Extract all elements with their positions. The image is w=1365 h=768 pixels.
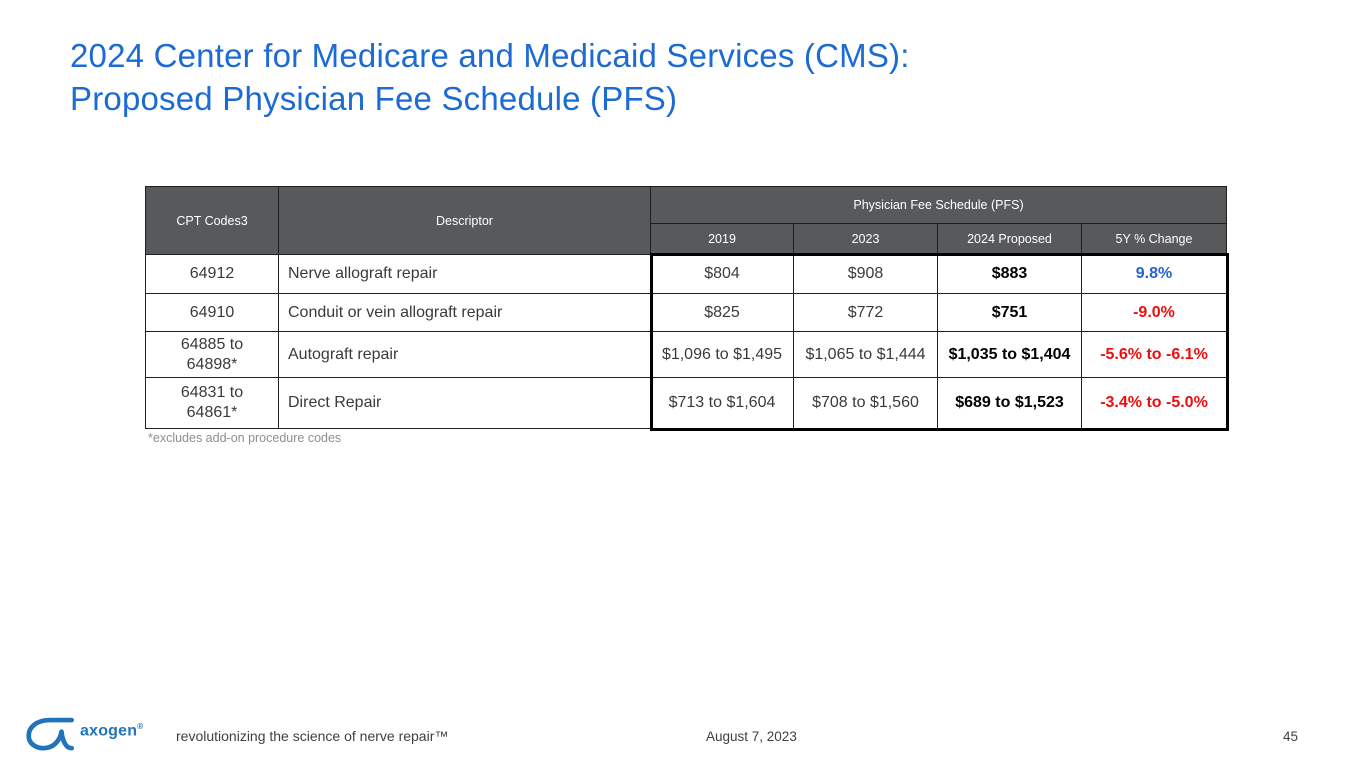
column-group-header-pfs: Physician Fee Schedule (PFS) (651, 187, 1226, 223)
fee-2024-proposed-cell: $689 to $1,523 (938, 378, 1081, 428)
column-header-descriptor: Descriptor (279, 187, 650, 254)
registered-mark: ® (137, 721, 144, 731)
cpt-code-cell: 64885 to 64898* (146, 332, 278, 377)
fee-2023-cell: $708 to $1,560 (794, 378, 937, 428)
descriptor-cell: Nerve allograft repair (279, 255, 650, 293)
footer-tagline: revolutionizing the science of nerve rep… (176, 728, 449, 744)
fee-2019-cell: $804 (651, 255, 793, 293)
axogen-alpha-icon (26, 717, 74, 751)
fee-2019-cell: $1,096 to $1,495 (651, 332, 793, 377)
five-year-change-cell: -9.0% (1082, 294, 1226, 331)
fee-2023-cell: $908 (794, 255, 937, 293)
fee-2019-cell: $825 (651, 294, 793, 331)
column-header-2023: 2023 (794, 224, 937, 254)
descriptor-cell: Conduit or vein allograft repair (279, 294, 650, 331)
fee-2019-cell: $713 to $1,604 (651, 378, 793, 428)
column-header-2019: 2019 (651, 224, 793, 254)
descriptor-cell: Direct Repair (279, 378, 650, 428)
slide-title: 2024 Center for Medicare and Medicaid Se… (70, 37, 910, 117)
page-number: 45 (1283, 729, 1299, 744)
column-header-cpt-codes: CPT Codes3 (146, 187, 278, 254)
fee-2023-cell: $772 (794, 294, 937, 331)
five-year-change-cell: -5.6% to -6.1% (1082, 332, 1226, 377)
cpt-code-cell: 64910 (146, 294, 278, 331)
fee-2024-proposed-cell: $751 (938, 294, 1081, 331)
footer-date: August 7, 2023 (706, 729, 797, 744)
five-year-change-cell: -3.4% to -5.0% (1082, 378, 1226, 428)
cpt-code-cell: 64831 to 64861* (146, 378, 278, 428)
fee-2024-proposed-cell: $883 (938, 255, 1081, 293)
cpt-code-cell: 64912 (146, 255, 278, 293)
fee-schedule-table: CPT Codes3 Descriptor Physician Fee Sche… (145, 186, 1229, 431)
table-footnote: *excludes add-on procedure codes (148, 431, 342, 445)
axogen-logo: axogen® (24, 710, 143, 752)
column-header-2024-proposed: 2024 Proposed (938, 224, 1081, 254)
fee-2024-proposed-cell: $1,035 to $1,404 (938, 332, 1081, 377)
descriptor-cell: Autograft repair (279, 332, 650, 377)
column-header-5y-change: 5Y % Change (1082, 224, 1226, 254)
five-year-change-cell: 9.8% (1082, 255, 1226, 293)
fee-2023-cell: $1,065 to $1,444 (794, 332, 937, 377)
axogen-wordmark: axogen® (80, 721, 144, 740)
